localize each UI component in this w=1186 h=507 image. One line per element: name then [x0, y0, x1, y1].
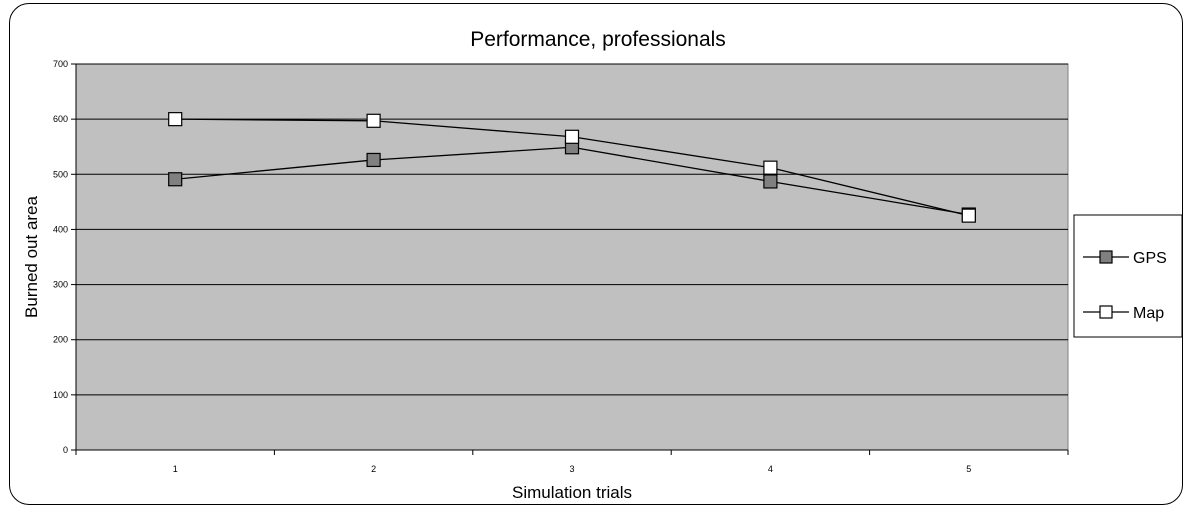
y-tick-label: 300 [53, 280, 68, 290]
chart-title: Performance, professionals [470, 28, 726, 51]
legend-marker-gps [1100, 251, 1112, 263]
x-axis-label: Simulation trials [512, 483, 632, 502]
legend-box [1074, 215, 1182, 337]
data-point-map [962, 209, 975, 222]
data-point-map [566, 130, 579, 143]
y-tick-label: 0 [63, 445, 68, 455]
x-tick-label: 3 [569, 464, 574, 474]
x-tick-label: 1 [173, 464, 178, 474]
legend: GPS Map [1074, 215, 1182, 337]
y-tick-label: 400 [53, 224, 68, 234]
y-tick-label: 700 [53, 59, 68, 69]
data-point-gps [367, 153, 380, 166]
x-tick-label: 5 [966, 464, 971, 474]
y-axis-label: Burned out area [22, 195, 41, 317]
data-point-map [169, 113, 182, 126]
legend-label-gps: GPS [1133, 250, 1167, 267]
legend-marker-map [1100, 306, 1112, 318]
y-tick-label: 200 [53, 335, 68, 345]
plot-area [76, 64, 1068, 450]
x-tick-label: 2 [371, 464, 376, 474]
legend-label-map: Map [1133, 305, 1164, 322]
y-tick-label: 100 [53, 390, 68, 400]
y-tick-label: 600 [53, 114, 68, 124]
data-point-gps [764, 175, 777, 188]
data-point-map [367, 114, 380, 127]
data-point-map [764, 161, 777, 174]
x-tick-label: 4 [768, 464, 773, 474]
data-point-gps [169, 173, 182, 186]
y-tick-label: 500 [53, 169, 68, 179]
